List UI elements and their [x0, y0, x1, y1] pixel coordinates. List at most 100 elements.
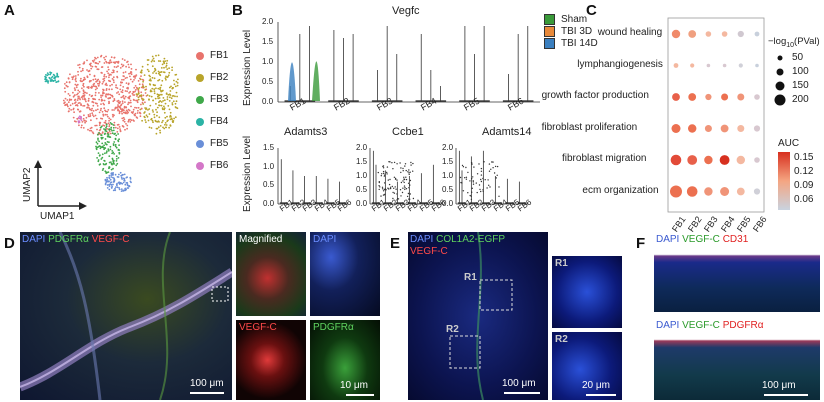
- violin-legend-label: TBI 14D: [561, 38, 598, 49]
- d-scale-label: 100 μm: [190, 378, 224, 389]
- umap-point: [81, 69, 84, 72]
- umap-point: [77, 97, 80, 100]
- umap-point: [105, 143, 108, 146]
- umap-point: [94, 94, 97, 97]
- umap-point: [97, 84, 100, 87]
- umap-point: [143, 74, 146, 76]
- umap-point: [128, 97, 131, 99]
- umap-point: [51, 75, 54, 78]
- umap-point: [114, 137, 117, 140]
- umap-point: [121, 182, 124, 185]
- umap-point: [137, 92, 140, 95]
- umap-point: [103, 128, 105, 130]
- umap-point: [107, 148, 110, 151]
- auc-legend-label: 0.12: [794, 166, 814, 177]
- violin-jitter-point: [406, 195, 409, 198]
- dot-plot-row-label: fibroblast proliferation: [541, 121, 638, 133]
- umap-point: [137, 80, 140, 82]
- umap-legend-swatch: [196, 73, 204, 82]
- violin-jitter-point: [386, 173, 388, 175]
- umap-point: [112, 129, 115, 132]
- umap-point: [108, 130, 111, 133]
- umap-point: [124, 183, 127, 186]
- umap-point: [91, 65, 94, 68]
- umap-point: [128, 109, 131, 112]
- violin-jitter-point: [393, 176, 396, 178]
- umap-point: [98, 92, 100, 94]
- dot-plot-dot: [753, 125, 761, 132]
- umap-point: [151, 59, 154, 61]
- umap-point: [74, 101, 77, 103]
- umap-point: [105, 123, 108, 126]
- umap-point: [79, 115, 82, 118]
- umap-legend-label: FB1: [210, 50, 229, 61]
- umap-point: [66, 85, 69, 88]
- d-dapi-label: DAPI: [313, 234, 337, 245]
- umap-point: [128, 72, 130, 75]
- umap-point: [78, 102, 81, 104]
- panel-c-label: C: [586, 2, 597, 19]
- d-pdgfra-label: PDGFRα: [313, 322, 354, 333]
- violin-jitter-point: [459, 176, 462, 179]
- umap-point: [111, 78, 114, 80]
- umap-point: [162, 119, 164, 122]
- umap-point: [87, 100, 90, 102]
- umap-point: [89, 64, 92, 67]
- umap-point: [96, 102, 98, 105]
- umap-point: [129, 90, 132, 93]
- violin-jitter-point: [493, 172, 496, 174]
- umap-legend-label: FB4: [210, 116, 229, 127]
- umap-point: [161, 79, 164, 82]
- umap-point: [122, 189, 124, 192]
- umap-point: [105, 162, 108, 165]
- umap-point: [89, 108, 91, 111]
- umap-point: [127, 120, 130, 123]
- violin-tick: 1.5: [262, 37, 274, 46]
- umap-point: [52, 80, 55, 82]
- umap-point: [108, 119, 110, 122]
- violin-jitter-point: [461, 164, 464, 167]
- umap-point: [116, 100, 119, 102]
- dot-plot-dot: [670, 185, 682, 198]
- umap-point: [48, 76, 51, 79]
- umap-point: [57, 80, 60, 83]
- umap-point: [100, 117, 102, 120]
- umap-point: [153, 90, 156, 92]
- d-inset-scale-bar: [346, 394, 374, 396]
- umap-point: [117, 140, 120, 143]
- umap-point: [114, 173, 117, 176]
- umap-point: [101, 82, 104, 85]
- umap-point: [105, 125, 108, 128]
- umap-point: [161, 90, 164, 92]
- umap-point: [106, 70, 108, 73]
- violin-jitter-point: [384, 193, 386, 195]
- umap-point: [87, 128, 89, 131]
- umap-point: [121, 65, 124, 68]
- umap-point: [112, 71, 115, 74]
- umap-point: [148, 113, 151, 115]
- d-vegfc-inset: VEGF-C: [236, 320, 306, 400]
- umap-point: [97, 82, 99, 85]
- umap-point: [88, 129, 91, 132]
- umap-point: [121, 100, 124, 103]
- umap-point: [104, 132, 106, 135]
- umap-point: [67, 77, 70, 79]
- umap-point: [92, 132, 95, 135]
- umap-point: [139, 94, 141, 97]
- umap-point: [125, 65, 127, 68]
- umap-point: [103, 107, 106, 110]
- violin-jitter-point: [482, 177, 484, 180]
- dot-plot-row-label: growth factor production: [541, 90, 649, 101]
- umap-point: [106, 115, 109, 118]
- violin-jitter-point: [469, 180, 471, 182]
- umap-point: [130, 105, 132, 108]
- umap-point: [112, 189, 115, 192]
- umap-point: [166, 115, 168, 118]
- umap-point: [84, 91, 87, 94]
- umap-point: [89, 73, 91, 76]
- umap-point: [88, 94, 91, 96]
- umap-point: [108, 141, 110, 144]
- size-legend-label: 200: [792, 94, 809, 105]
- umap-point: [136, 101, 139, 104]
- violin-jitter-point: [476, 191, 478, 194]
